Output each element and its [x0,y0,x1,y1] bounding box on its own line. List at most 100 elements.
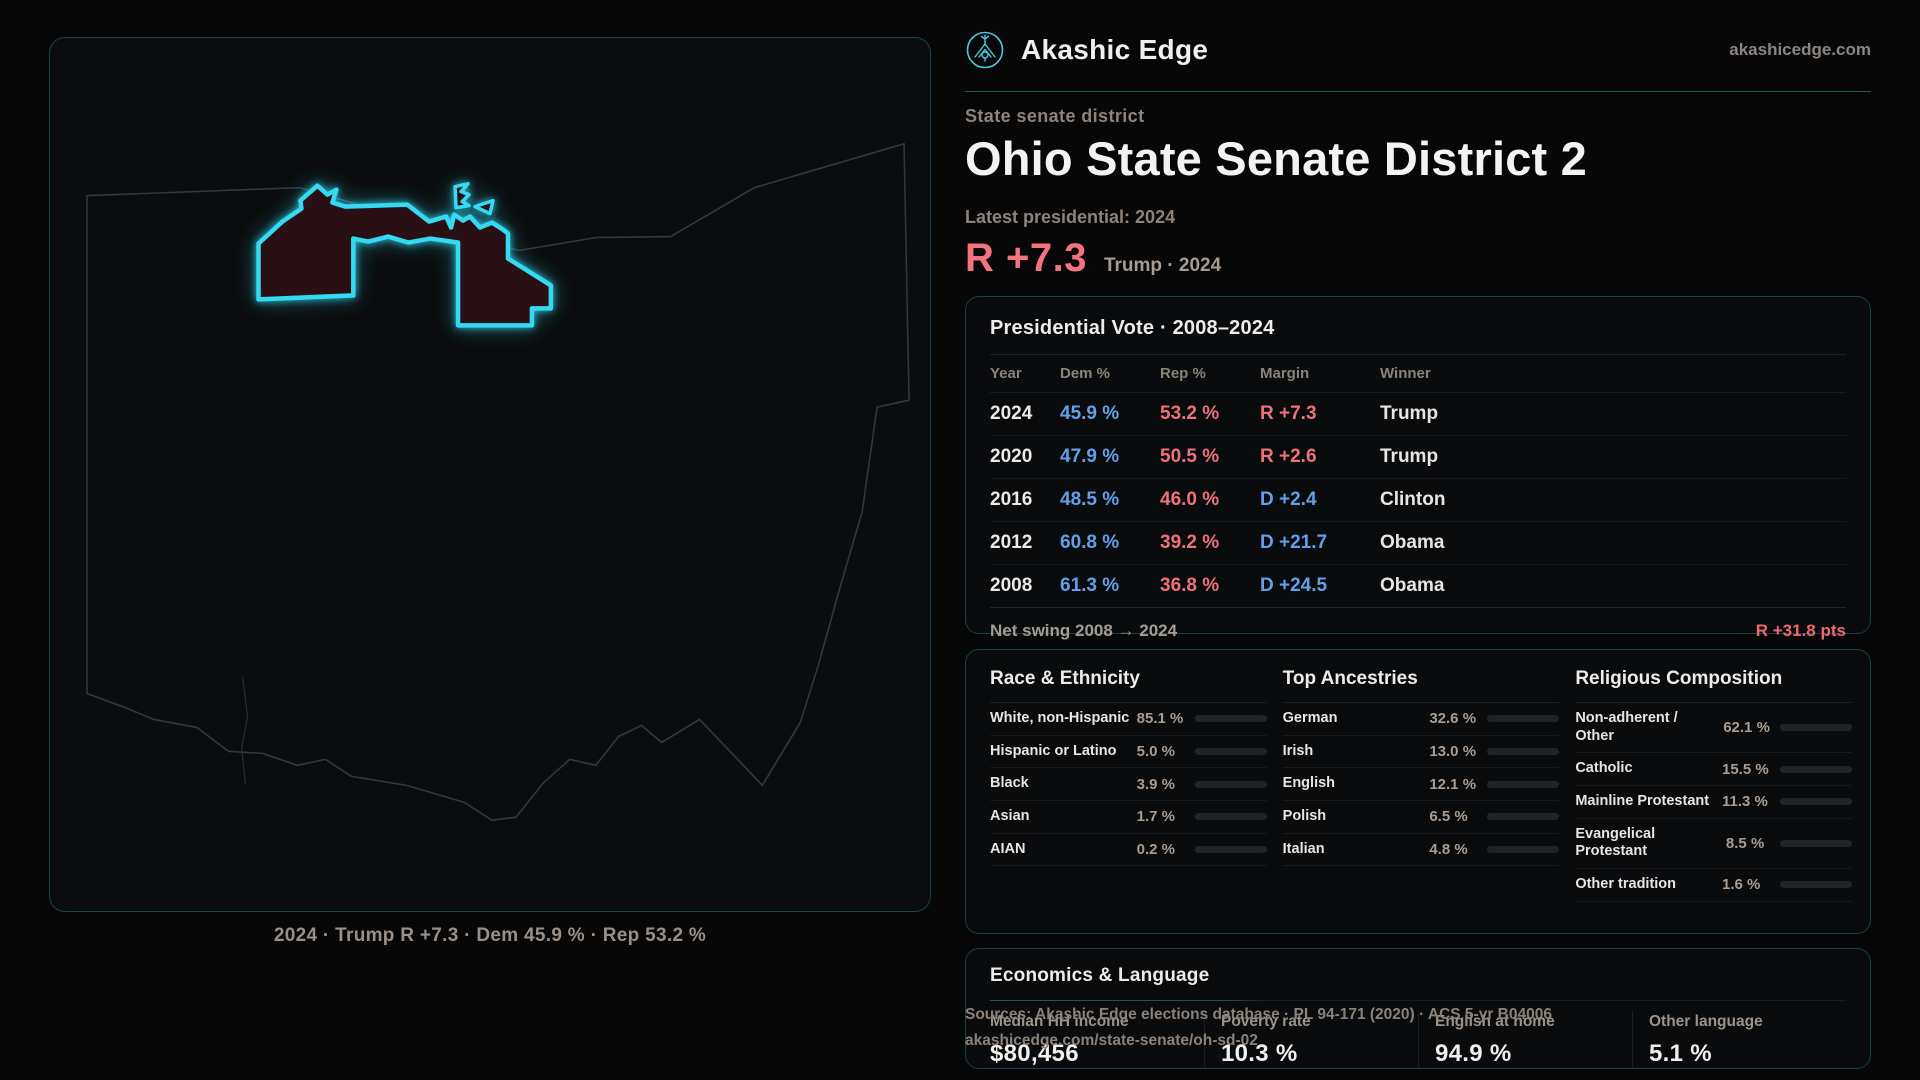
stat-row: AIAN 0.2 % [990,834,1267,867]
cell-dem-pct: 48.5 % [1060,489,1120,510]
stat-value: $80,456 [990,1040,1079,1067]
stat-bar [1779,881,1852,889]
stat-value: 10.3 % [1221,1040,1298,1067]
race-ethnicity-section: Race & Ethnicity White, non-Hispanic 85.1 … [990,668,1267,933]
stat-row: Asian 1.7 % [990,801,1267,834]
stat-label: Black [990,775,1029,792]
headline-margin-context: Trump · 2024 [1103,255,1222,276]
stat-label: Median HH income [990,1013,1129,1030]
stat-row: Mainline Protestant 11.3 % [1575,786,1852,819]
religious-composition-section: Religious Composition Non-adherent / Othe… [1575,668,1852,933]
stat-label: German [1282,710,1338,726]
stat-value: 3.9 % [1136,775,1176,793]
presidential-vote-card: Presidential Vote · 2008–2024 Year Dem % R… [965,296,1871,640]
cell-winner: Obama [1380,575,1445,596]
detail-panel: Akashic Edge akashicedge.com State senat… [965,0,1871,1080]
table-row: 2016 48.5 % 46.0 % D +2.4 Clinton [990,479,1846,522]
brand-domain-link[interactable]: akashicedge.com [1729,40,1871,59]
stat-row: Black 3.9 % [990,768,1267,802]
stat-row: Italian 4.8 % [1282,834,1560,867]
column-header: Year [990,365,1022,382]
column-header: Margin [1260,365,1310,382]
cell-year: 2020 [990,446,1033,467]
cell-winner: Trump [1380,446,1439,467]
divider [1282,702,1560,703]
cell-rep-pct: 39.2 % [1160,532,1220,553]
headline-margin-row: R +7.3 Trump · 2024 [965,236,1221,281]
stat-value: 8.5 % [1725,834,1765,852]
stat-bar [1194,846,1267,854]
stat-bar [1194,780,1267,788]
ohio-state-outline [86,142,910,822]
table-row: 2024 45.9 % 53.2 % R +7.3 Trump [990,393,1846,436]
stat-bar [1779,765,1852,773]
stat-label: Other language [1649,1013,1763,1030]
stat-value: 4.8 % [1429,841,1468,859]
presidential-rows: 2024 45.9 % 53.2 % R +7.3 Trump 2020 47.9 % 50.… [990,393,1846,608]
stat-label: Poverty rate [1221,1013,1311,1030]
stat-value: 0.2 % [1136,841,1176,859]
economics-stat: Other language 5.1 % [1632,1011,1846,1068]
stat-label: AIAN [990,840,1026,857]
divider [990,354,1846,355]
economics-card-title: Economics & Language [990,965,1210,986]
stat-bar [1779,724,1852,732]
cell-rep-pct: 53.2 % [1160,403,1220,424]
stat-row: Non-adherent / Other 62.1 % [1575,703,1852,754]
district-map-panel [49,37,931,912]
stat-bar [1779,839,1852,847]
stat-row: Irish 13.0 % [1282,736,1560,769]
cell-margin: D +24.5 [1260,575,1328,596]
stat-bar [1487,748,1560,756]
stat-label: Catholic [1575,760,1633,777]
cell-dem-pct: 47.9 % [1060,446,1120,467]
stat-row: Polish 6.5 % [1282,801,1560,834]
district-shape[interactable] [256,181,554,328]
stat-bar [1194,715,1267,723]
stat-bar [1194,813,1267,821]
stat-row: Catholic 15.5 % [1575,753,1852,787]
stat-value: 6.5 % [1429,808,1468,826]
net-swing-value: R +31.8 pts [1755,621,1846,640]
cell-winner: Clinton [1380,489,1446,510]
cell-dem-pct: 45.9 % [1060,403,1120,424]
cell-dem-pct: 60.8 % [1060,532,1120,553]
stat-label: Asian [990,808,1030,825]
table-row: 2008 61.3 % 36.8 % D +24.5 Obama [990,565,1846,608]
stat-row: German 32.6 % [1282,703,1560,736]
stat-value: 13.0 % [1429,743,1477,761]
cell-winner: Obama [1380,532,1445,553]
ohio-district-map [86,142,910,822]
cell-year: 2016 [990,489,1033,510]
stat-label: Hispanic or Latino [990,742,1117,759]
headline-margin-value: R +7.3 [965,236,1087,280]
sources-permalink[interactable]: akashicedge.com/state-senate/oh-sd-02 [965,1032,1258,1049]
stat-row: White, non-Hispanic 85.1 % [990,703,1267,736]
table-row: 2012 60.8 % 39.2 % D +21.7 Obama [990,522,1846,565]
stat-value: 1.6 % [1721,876,1761,894]
stat-row: Evangelical Protestant 8.5 % [1575,819,1852,870]
akashic-edge-logo-icon [966,31,1004,69]
cell-year: 2012 [990,532,1033,553]
stat-bar [1194,748,1267,756]
divider [1575,702,1852,703]
ohio-river-line [240,676,249,785]
divider [990,1000,1846,1001]
stat-value: 11.3 % [1721,793,1768,811]
page-title: Ohio State Senate District 2 [965,132,1587,185]
presidential-table-header: Year Dem % Rep % Margin Winner [990,355,1846,393]
stat-label: Other tradition [1575,876,1677,893]
cell-year: 2008 [990,575,1033,596]
top-ancestries-section: Top Ancestries German 32.6 % Irish 13.0 % Eng… [1282,668,1560,933]
cell-year: 2024 [990,403,1033,424]
cell-margin: R +2.6 [1260,446,1317,467]
economics-stats: Median HH income $80,456 Poverty rate 10.3 … [990,1011,1846,1068]
stat-value: 85.1 % [1136,710,1184,728]
stat-label: Italian [1282,840,1325,857]
section-title: Religious Composition [1575,668,1783,689]
district-islet-triangle [473,198,495,216]
presidential-card-title: Presidential Vote · 2008–2024 [990,317,1275,339]
cell-rep-pct: 50.5 % [1160,446,1220,467]
stat-bar [1487,846,1560,854]
stat-value: 5.1 % [1649,1040,1712,1067]
